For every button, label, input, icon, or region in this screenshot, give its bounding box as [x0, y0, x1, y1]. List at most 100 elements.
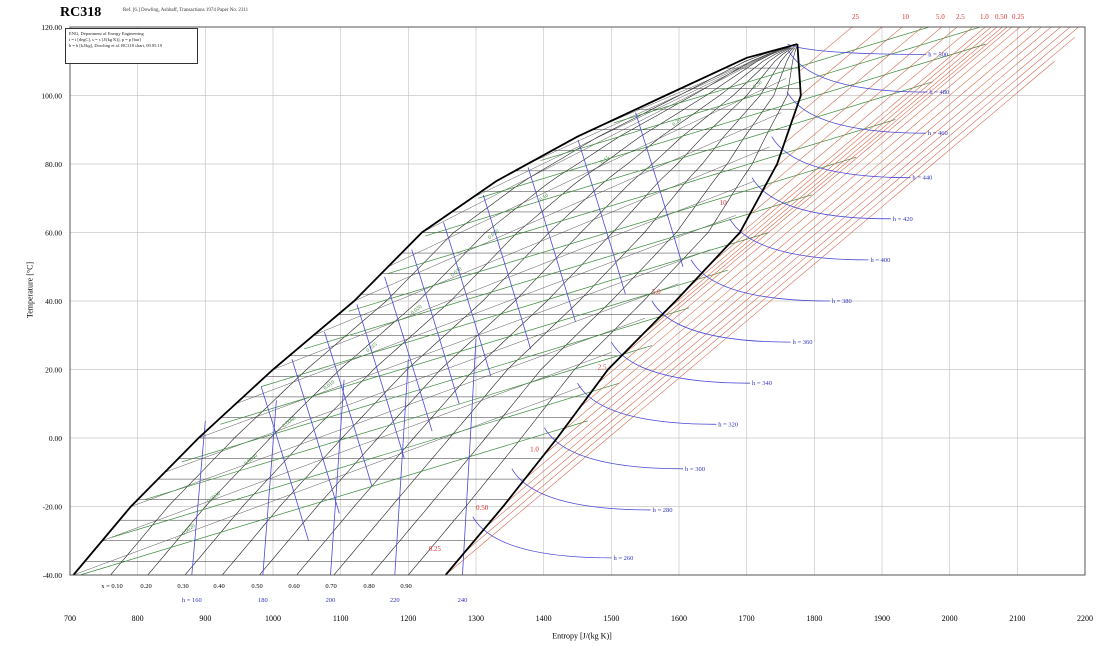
y-tick-label: -20.00 — [43, 503, 63, 512]
quality-line — [296, 47, 793, 575]
y-tick-label: 60.00 — [45, 229, 62, 238]
chart-subtitle: Ref. [6.] Dowling, Ashbaff, Transactions… — [123, 8, 249, 13]
pressure-label: 1.0 — [530, 446, 539, 454]
quality-line — [370, 47, 796, 575]
quality-line — [259, 47, 792, 575]
specific-volume-line — [80, 420, 588, 575]
isochore-line — [592, 47, 785, 130]
enthalpy-bottom-label: 220 — [390, 597, 400, 604]
specific-volume-label: 0.15 — [600, 155, 611, 166]
isobar-line — [505, 27, 1071, 504]
quality-label: 0.80 — [363, 583, 374, 590]
x-tick-label: 1800 — [806, 614, 822, 623]
specific-volume-label: 0.30 — [752, 79, 763, 90]
enthalpy-label: h = 480 — [929, 89, 949, 96]
isobar-line — [562, 27, 1042, 432]
isochore-line — [471, 47, 785, 199]
pressure-label: 2.5 — [598, 364, 607, 372]
enthalpy-label: h = 420 — [893, 216, 913, 223]
isochore-line — [130, 317, 646, 507]
enthalpy-line — [787, 43, 927, 55]
x-tick-label: 1700 — [739, 614, 755, 623]
enthalpy-line — [610, 341, 751, 384]
x-tick-label: 1900 — [874, 614, 890, 623]
enthalpy-line — [394, 359, 409, 575]
pressure-label: 10 — [720, 199, 728, 207]
enthalpy-label: h = 460 — [928, 130, 948, 137]
enthalpy-line — [788, 50, 928, 93]
y-tick-label: 80.00 — [45, 160, 62, 169]
plot-frame — [69, 26, 1086, 576]
top-pressure-label: 2.5 — [956, 13, 965, 21]
enthalpy-line — [472, 516, 612, 559]
enthalpy-label: h = 320 — [718, 421, 738, 428]
enthalpy-label: h = 500 — [928, 51, 948, 58]
isochore-line — [354, 112, 782, 302]
enthalpy-line — [260, 386, 309, 541]
enthalpy-bottom-label: h = 160 — [182, 597, 202, 604]
top-pressure-label: 25 — [852, 13, 860, 21]
enthalpy-label: h = 280 — [653, 507, 673, 514]
isobar-line — [543, 27, 1052, 456]
quality-label: x = 0.10 — [101, 583, 123, 590]
enthalpy-line — [786, 91, 926, 134]
specific-volume-line — [144, 345, 653, 500]
info-box: ENG, Department of Energy Engineering t … — [65, 28, 198, 64]
pressure-label: 5.0 — [652, 288, 661, 296]
isobar-line — [775, 27, 943, 168]
x-tick-label: 1600 — [671, 614, 687, 623]
specific-volume-line — [220, 269, 728, 425]
top-pressure-label: 0.50 — [995, 13, 1008, 21]
isobar-line — [445, 61, 1055, 575]
enthalpy-line — [262, 400, 277, 575]
enthalpy-bottom-label: 240 — [458, 597, 468, 604]
x-tick-label: 700 — [64, 614, 76, 623]
chart-title: RC318 — [60, 5, 102, 20]
isobar-line — [597, 27, 1021, 384]
enthalpy-line — [462, 338, 477, 575]
isobar-line — [710, 27, 992, 264]
enthalpy-line — [729, 218, 869, 261]
enthalpy-line — [651, 300, 791, 343]
y-tick-label: 100.00 — [41, 92, 62, 101]
x-tick-label: 1300 — [468, 614, 484, 623]
enthalpy-label: h = 440 — [912, 175, 932, 182]
quality-line — [333, 47, 795, 575]
enthalpy-bottom-label: 200 — [326, 597, 336, 604]
quality-label: 0.60 — [288, 583, 299, 590]
isobar-line — [792, 27, 903, 120]
enthalpy-line — [577, 139, 626, 295]
top-pressure-label: 5.0 — [936, 13, 945, 21]
enthalpy-label: h = 360 — [793, 339, 813, 346]
x-tick-label: 1200 — [400, 614, 416, 623]
specific-volume-label: 0.20 — [671, 117, 682, 128]
saturated-liquid-line — [72, 43, 798, 575]
enthalpy-line — [690, 259, 830, 302]
quality-line — [147, 47, 788, 575]
enthalpy-line — [543, 427, 684, 470]
pressure-label: 0.50 — [476, 504, 489, 512]
isochore-line — [387, 78, 787, 267]
enthalpy-line — [635, 112, 684, 267]
saturated-vapor-line — [444, 44, 802, 575]
quality-label: 0.50 — [251, 583, 262, 590]
y-tick-label: -40.00 — [43, 571, 63, 580]
quality-label: 0.90 — [400, 583, 411, 590]
enthalpy-label: h = 340 — [752, 380, 772, 387]
isochore-line — [235, 215, 736, 404]
enthalpy-label: h = 380 — [832, 298, 852, 305]
isobar-line — [733, 27, 986, 240]
isobar-line — [465, 37, 1075, 552]
x-tick-label: 1000 — [265, 614, 281, 623]
isobar-line — [749, 27, 973, 216]
specific-volume-line — [261, 232, 769, 387]
info-line: t = t [degC], s = s [J/(kg K)], p = p [b… — [69, 37, 141, 43]
isochore-line — [313, 146, 770, 336]
enthalpy-line — [411, 249, 460, 404]
x-axis-title: Entropy [J/(kg K)] — [552, 631, 612, 641]
y-axis-title: Temperature [°C] — [25, 261, 35, 319]
y-tick-label: 120.00 — [41, 23, 62, 32]
specific-volume-line — [478, 43, 986, 199]
quality-label: 0.30 — [177, 583, 188, 590]
